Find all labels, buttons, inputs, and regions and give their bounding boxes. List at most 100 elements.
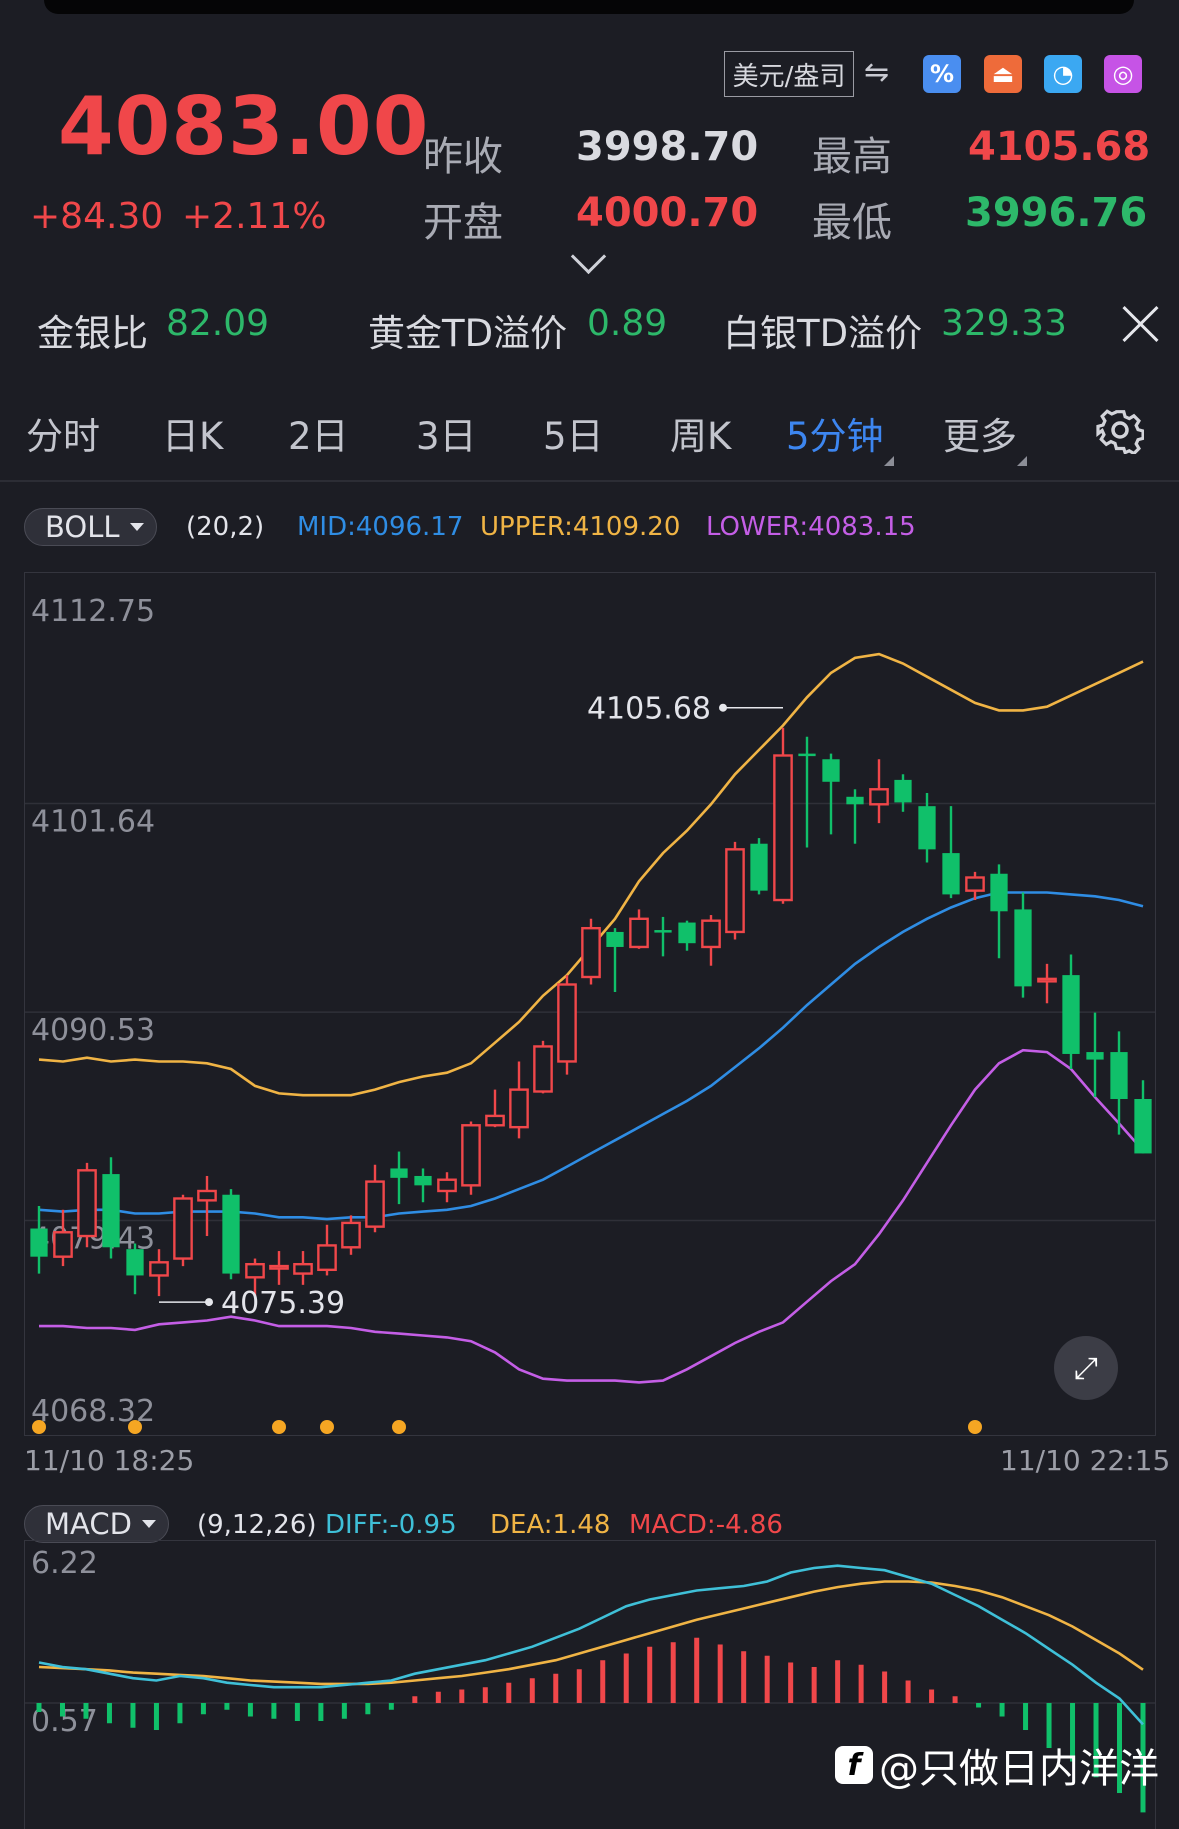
y-tick-label: 4101.64: [31, 805, 155, 840]
macd-histogram-bar: [482, 1687, 488, 1703]
silver-td-premium-value: 329.33: [941, 303, 1067, 344]
candle-body: [701, 919, 721, 949]
unit-selector[interactable]: 美元/盎司: [724, 51, 854, 97]
tab-weekly-k[interactable]: 周K: [670, 415, 732, 458]
tab-3-day[interactable]: 3日: [416, 415, 477, 458]
macd-histogram-bar: [952, 1696, 958, 1703]
gear-icon[interactable]: [1096, 406, 1144, 454]
macd-histogram-bar: [600, 1660, 606, 1703]
diff-line: [38, 1564, 1144, 1726]
macd-histogram-bar: [882, 1671, 888, 1703]
tab-intraday[interactable]: 分时: [26, 415, 100, 458]
macd-chart[interactable]: 6.220.57: [24, 1540, 1156, 1829]
pie-chart-tool-icon[interactable]: ◔: [1044, 55, 1082, 93]
tab-more-label: 更多: [943, 415, 1017, 458]
candle-body: [245, 1262, 265, 1279]
target-tool-icon[interactable]: ◎: [1104, 55, 1142, 93]
macd-histogram-bar: [177, 1703, 183, 1724]
candle: [846, 789, 864, 844]
submenu-corner-icon: [1017, 456, 1027, 466]
y-tick-label: 4112.75: [31, 594, 155, 629]
boll-selector-label: BOLL: [45, 510, 120, 544]
candle: [701, 915, 721, 966]
candle-body: [365, 1180, 385, 1228]
macd-histogram-bar: [365, 1703, 371, 1715]
candle: [390, 1151, 408, 1205]
macd-histogram-bar: [224, 1703, 230, 1710]
candle: [149, 1249, 169, 1297]
high-label: 最高: [812, 134, 892, 180]
candle-body: [678, 922, 696, 944]
candle: [750, 838, 768, 895]
candle: [798, 736, 816, 848]
macd-histogram-bar: [59, 1703, 65, 1717]
candle: [654, 916, 672, 957]
candle: [965, 871, 985, 901]
percent-tool-icon[interactable]: %: [923, 55, 961, 93]
signal-dot: [128, 1420, 142, 1434]
candle-body: [102, 1174, 120, 1248]
boll-params: (20,2): [186, 512, 265, 542]
macd-histogram-bar: [318, 1703, 324, 1722]
candle-body: [414, 1175, 432, 1186]
macd-histogram-bar: [36, 1703, 42, 1713]
macd-histogram-bar: [905, 1680, 911, 1703]
macd-histogram-bar: [858, 1664, 864, 1703]
expand-quote-chevron-icon[interactable]: [570, 238, 607, 275]
tab-5-minute[interactable]: 5分钟: [786, 406, 894, 466]
macd-histogram-bar: [388, 1703, 394, 1710]
macd-histogram-bar: [106, 1703, 112, 1724]
tab-divider: [0, 480, 1179, 482]
candlestick-chart[interactable]: 4112.754101.644090.534079.434068.324105.…: [24, 572, 1156, 1436]
macd-histogram-bar: [1070, 1703, 1076, 1762]
candle-body: [750, 843, 768, 891]
signal-dot: [320, 1420, 334, 1434]
candle-body: [30, 1228, 48, 1257]
candle: [606, 928, 624, 993]
signal-dot: [392, 1420, 406, 1434]
candle: [822, 753, 840, 835]
boll-indicator-selector[interactable]: BOLL: [24, 508, 157, 546]
candle: [30, 1205, 48, 1274]
macd-histogram-bar: [1140, 1703, 1146, 1813]
fullscreen-expand-icon[interactable]: ⤢: [1054, 1336, 1118, 1400]
candle: [1134, 1080, 1152, 1154]
lighthouse-tool-icon[interactable]: ⏏: [984, 55, 1022, 93]
close-icon[interactable]: [1120, 304, 1160, 344]
y-tick-label: 6.22: [31, 1546, 98, 1581]
candle: [918, 793, 936, 863]
tab-2-day[interactable]: 2日: [288, 415, 349, 458]
tab-daily-k[interactable]: 日K: [162, 415, 224, 458]
candle-body: [461, 1124, 481, 1187]
candle-body: [894, 779, 912, 803]
macd-histogram-bar: [929, 1689, 935, 1703]
macd-histogram-bar: [764, 1655, 770, 1703]
low-annotation-dot: [205, 1298, 213, 1307]
tab-5-day[interactable]: 5日: [543, 415, 604, 458]
macd-indicator-selector[interactable]: MACD: [24, 1505, 169, 1543]
candle: [557, 975, 577, 1075]
tab-more[interactable]: 更多: [943, 406, 1027, 466]
low-label: 最低: [812, 200, 892, 246]
macd-histogram-bar: [1093, 1703, 1099, 1778]
candle: [990, 864, 1008, 959]
open-label: 开盘: [423, 200, 503, 246]
candle-body: [773, 754, 793, 902]
candle: [1086, 1012, 1104, 1098]
signal-dot: [272, 1420, 286, 1434]
candle-body: [918, 806, 936, 850]
macd-histogram-bar: [741, 1651, 747, 1703]
candle: [461, 1121, 481, 1195]
submenu-corner-icon: [883, 456, 894, 466]
watermark-text: @只做日内洋洋: [879, 1746, 1159, 1792]
macd-histogram-bar: [694, 1637, 700, 1703]
macd-histogram-bar: [788, 1662, 794, 1703]
candle: [773, 727, 793, 904]
candle-body: [173, 1197, 193, 1260]
candle: [77, 1162, 97, 1248]
macd-histogram-bar: [341, 1703, 347, 1719]
candle: [869, 759, 889, 824]
candle-body: [533, 1045, 553, 1093]
price-change: +84.30: [30, 196, 164, 237]
swap-arrows-icon[interactable]: ⇋: [864, 55, 890, 90]
